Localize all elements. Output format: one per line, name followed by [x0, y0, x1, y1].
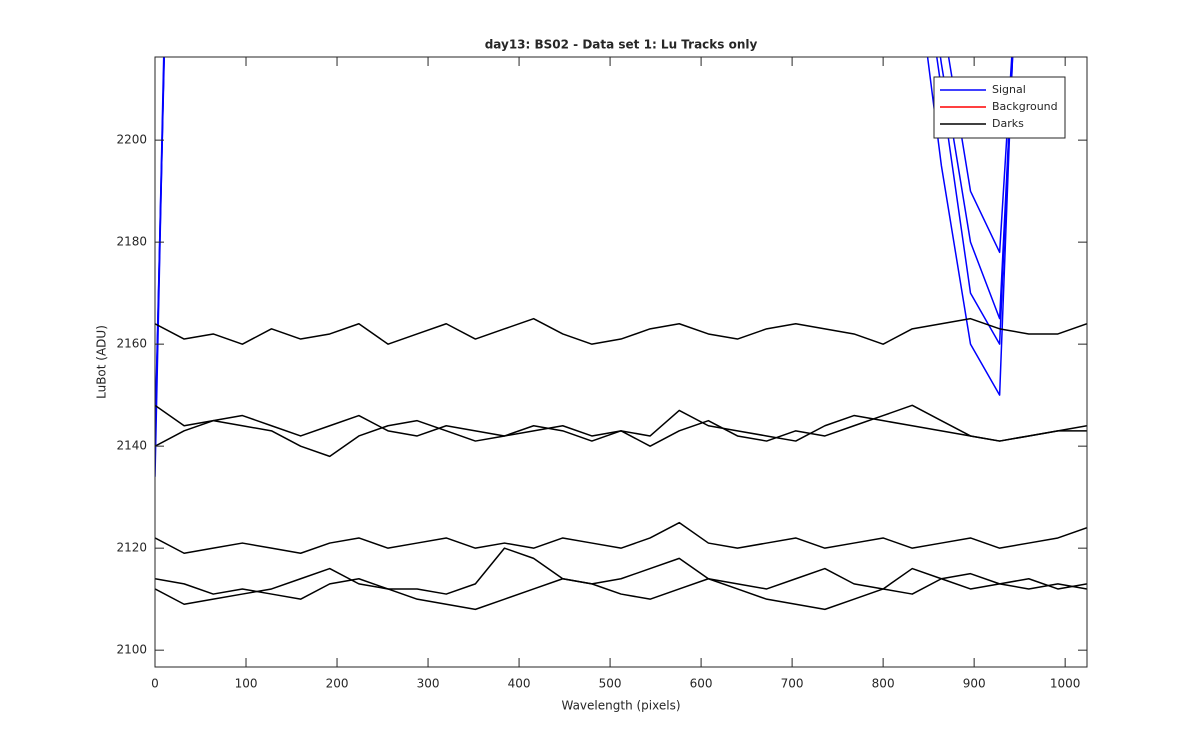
x-tick-label: 300 — [417, 677, 440, 691]
x-tick-label: 0 — [151, 677, 159, 691]
x-tick-label: 800 — [872, 677, 895, 691]
x-tick-label: 900 — [963, 677, 986, 691]
y-tick-label: 2200 — [116, 133, 147, 147]
x-tick-label: 100 — [235, 677, 258, 691]
x-tick-label: 500 — [599, 677, 622, 691]
series-line — [155, 521, 1087, 555]
axes-box — [154, 56, 1088, 668]
lines — [155, 57, 1087, 611]
x-tick-label: 400 — [508, 677, 531, 691]
plot-area — [155, 57, 1087, 667]
legend-label: Signal — [992, 83, 1026, 96]
legend-label: Background — [992, 100, 1058, 113]
x-tick-label: 600 — [690, 677, 713, 691]
legend-label: Darks — [992, 117, 1024, 130]
series-line — [155, 557, 1087, 611]
y-tick-label: 2120 — [116, 541, 147, 555]
series-line — [155, 404, 1087, 458]
series-line — [155, 57, 1014, 477]
x-tick-label: 200 — [326, 677, 349, 691]
x-axis-label: Wavelength (pixels) — [561, 699, 680, 713]
x-tick-label: 700 — [781, 677, 804, 691]
x-tick-label: 1000 — [1050, 677, 1081, 691]
y-axis-label: LuBot (ADU) — [95, 325, 109, 399]
series-line — [155, 317, 1087, 345]
chart-title: day13: BS02 - Data set 1: Lu Tracks only — [485, 38, 758, 52]
y-tick-label: 2100 — [116, 643, 147, 657]
y-tick-label: 2160 — [116, 337, 147, 351]
y-tick-label: 2180 — [116, 235, 147, 249]
y-tick-label: 2140 — [116, 439, 147, 453]
series-line — [155, 547, 1087, 600]
